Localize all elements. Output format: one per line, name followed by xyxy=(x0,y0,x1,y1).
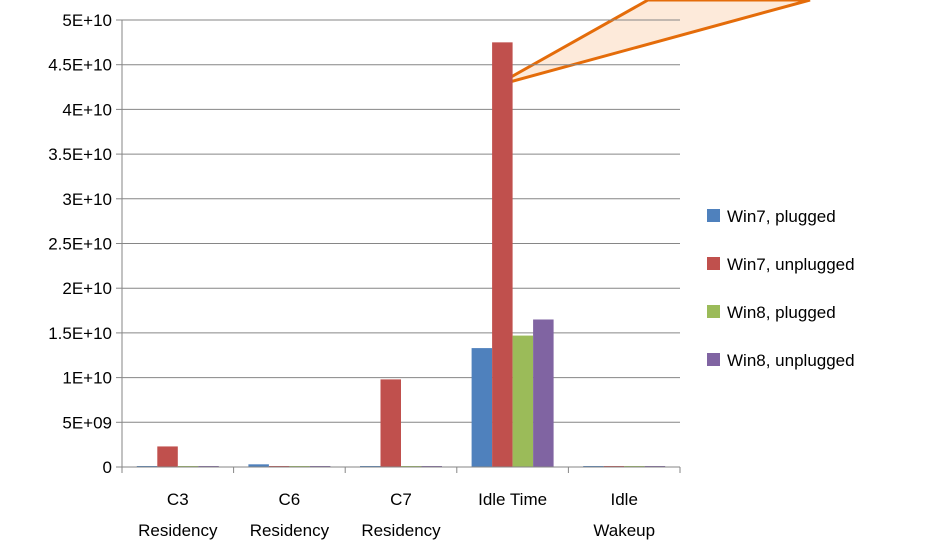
y-tick-label: 1E+10 xyxy=(62,369,112,388)
x-tick-label: C6 xyxy=(279,490,301,509)
legend-swatch xyxy=(707,257,720,270)
y-tick-label: 3.5E+10 xyxy=(48,145,112,164)
y-axis: 0 5E+09 1E+10 1.5E+10 2E+10 2.5E+10 3E+10 3.5E+… xyxy=(48,11,123,477)
y-tick-label: 5E+09 xyxy=(62,413,112,432)
y-tick-label: 2E+10 xyxy=(62,279,112,298)
legend-label: Win8, plugged xyxy=(727,303,836,322)
y-tick-label: 4.5E+10 xyxy=(48,56,112,75)
callout-pointer xyxy=(494,0,811,88)
bar xyxy=(380,379,401,467)
y-tick-label: 5E+10 xyxy=(62,11,112,30)
legend-label: Win7, unplugged xyxy=(727,255,855,274)
x-tick-label: Idle Time xyxy=(478,490,547,509)
bar xyxy=(512,335,534,467)
bar xyxy=(492,42,513,467)
bar xyxy=(248,464,269,467)
x-tick-label: Idle xyxy=(610,490,637,509)
legend-label: Win8, unplugged xyxy=(727,351,855,370)
y-tick-label: 2.5E+10 xyxy=(48,235,112,254)
legend: Win7, plugged Win7, unplugged Win8, plugge… xyxy=(707,207,855,370)
gridlines xyxy=(122,19,680,423)
legend-label: Win7, plugged xyxy=(727,207,836,226)
x-tick-label: C7 xyxy=(390,490,412,509)
y-tick-label: 1.5E+10 xyxy=(48,324,112,343)
legend-swatch xyxy=(707,305,720,318)
legend-swatch xyxy=(707,209,720,222)
bar xyxy=(533,319,554,467)
y-tick-label: 4E+10 xyxy=(62,100,112,119)
x-tick-label: Residency xyxy=(138,521,218,540)
bar xyxy=(157,446,178,467)
callout-arrow xyxy=(494,0,811,88)
x-tick-label: C3 xyxy=(167,490,189,509)
x-tick-label: Residency xyxy=(250,521,330,540)
x-tick-label: Wakeup xyxy=(593,521,655,540)
legend-swatch xyxy=(707,353,720,366)
x-axis: C3 Residency C6 Residency C7 Residency Idle Ti… xyxy=(121,466,681,540)
bars xyxy=(136,42,666,467)
y-tick-label: 3E+10 xyxy=(62,190,112,209)
x-tick-label: Residency xyxy=(361,521,441,540)
y-tick-label: 0 xyxy=(103,458,112,477)
bar xyxy=(471,348,493,467)
